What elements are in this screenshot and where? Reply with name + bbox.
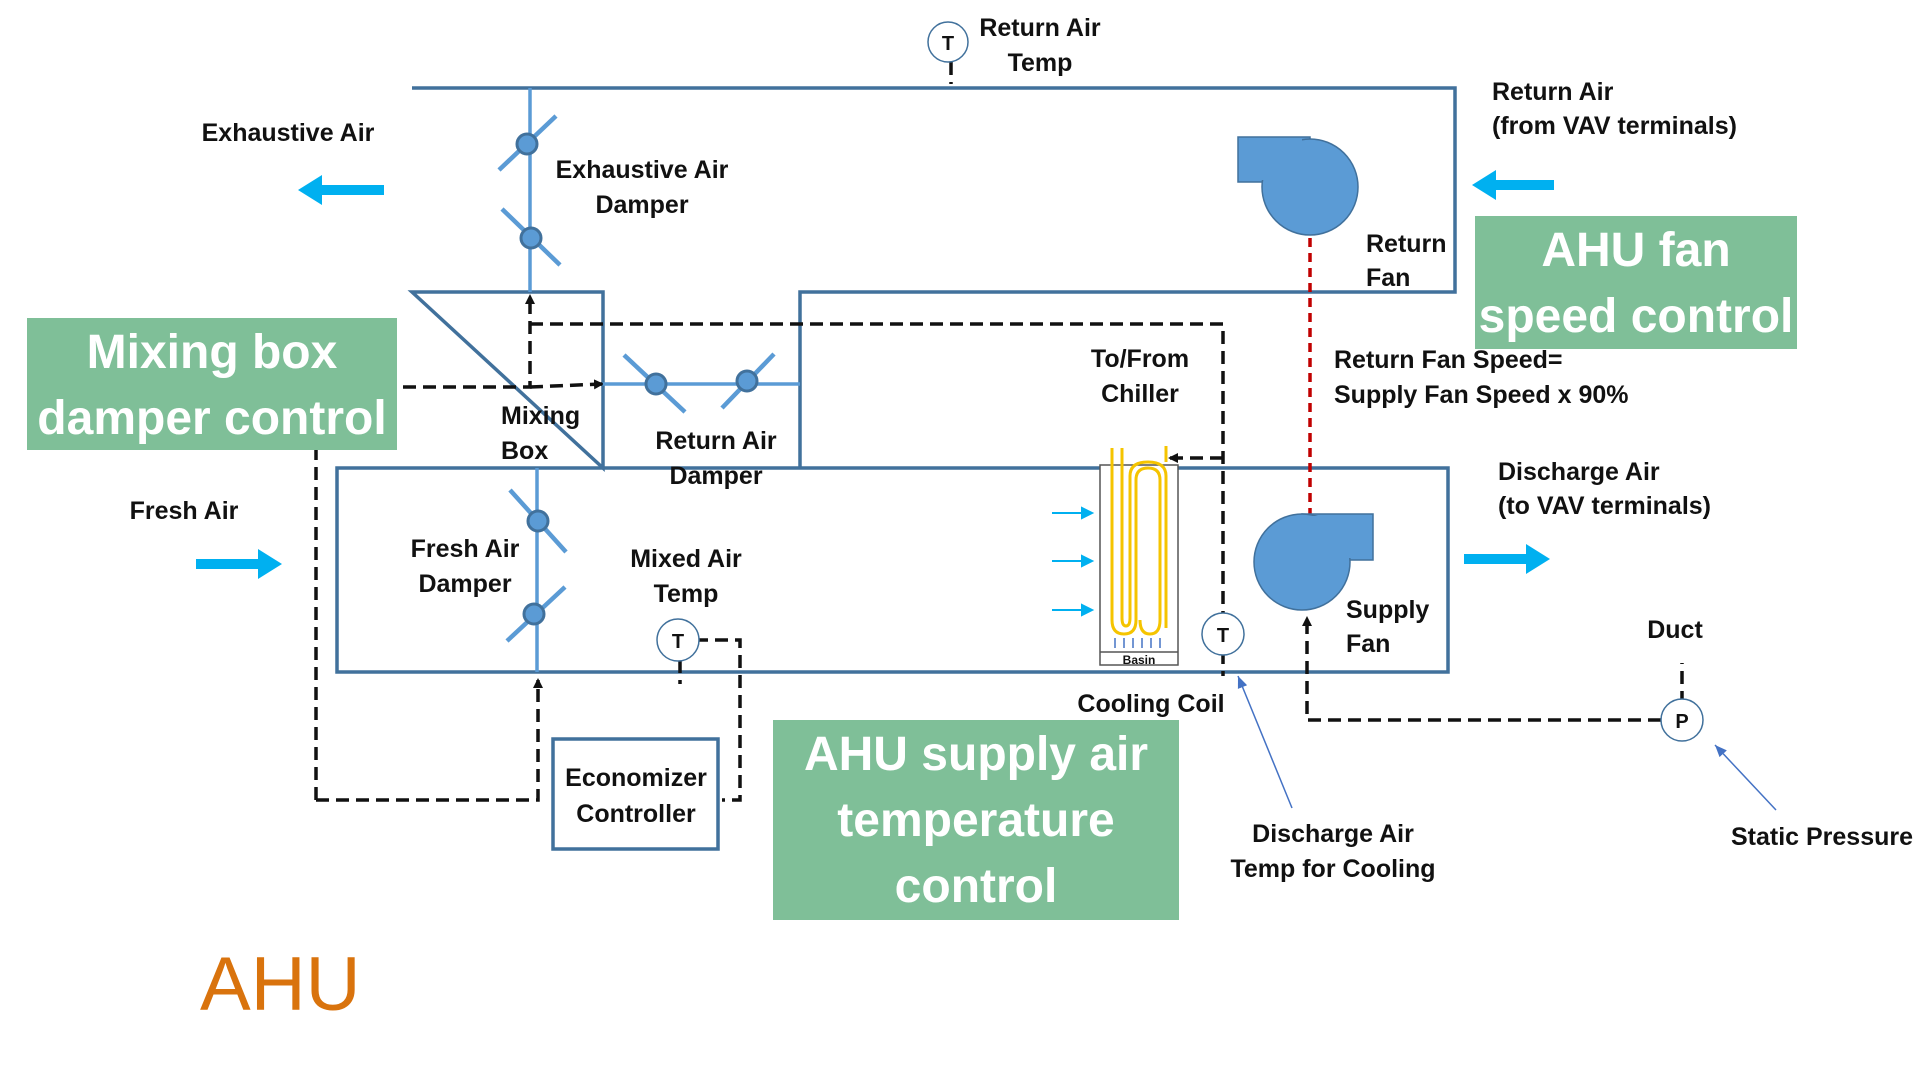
economizer-to-fresh-damper bbox=[316, 678, 543, 802]
callout-supply-temp: AHU supply air temperature control bbox=[773, 720, 1179, 920]
economizer-controller-box bbox=[551, 737, 720, 851]
supply-fan bbox=[1253, 513, 1374, 611]
exhaust-air-arrow bbox=[298, 175, 384, 205]
svg-text:Temp for Cooling: Temp for Cooling bbox=[1230, 855, 1435, 883]
return-air-arrow bbox=[1472, 170, 1554, 200]
exhaust-air-damper bbox=[497, 114, 562, 267]
static-pressure-sensor: P bbox=[1660, 698, 1704, 742]
svg-text:AHU supply air: AHU supply air bbox=[804, 728, 1148, 781]
fresh-air-arrow bbox=[196, 549, 282, 579]
mixing-to-return-damper-line bbox=[529, 379, 604, 390]
static-pressure-line bbox=[1302, 616, 1661, 722]
svg-text:T: T bbox=[1217, 625, 1229, 647]
svg-text:speed control: speed control bbox=[1479, 290, 1794, 343]
callout-mixing-box: Mixing box damper control bbox=[27, 318, 397, 450]
discharge-temp-pointer bbox=[1237, 675, 1293, 809]
svg-text:Damper: Damper bbox=[418, 570, 511, 598]
svg-text:(from VAV terminals): (from VAV terminals) bbox=[1492, 112, 1737, 140]
svg-text:Temp: Temp bbox=[1008, 49, 1073, 77]
mixing-control-line bbox=[314, 294, 535, 800]
return-air-temp-label: Return Air bbox=[979, 14, 1101, 42]
duct-label: Duct bbox=[1647, 616, 1703, 644]
svg-text:damper control: damper control bbox=[37, 392, 386, 445]
discharge-air-arrow bbox=[1464, 544, 1550, 574]
fresh-air-label: Fresh Air bbox=[130, 497, 239, 525]
fan-speed-rule-label: Return Fan Speed= bbox=[1334, 346, 1563, 374]
return-damper-label: Return Air bbox=[655, 427, 777, 455]
callout-fan-speed: AHU fan speed control bbox=[1475, 216, 1797, 349]
svg-text:T: T bbox=[672, 631, 684, 653]
cooling-coil: Basin bbox=[1099, 446, 1179, 667]
return-fan bbox=[1237, 136, 1359, 236]
fresh-air-damper bbox=[505, 488, 568, 643]
svg-text:Damper: Damper bbox=[669, 462, 762, 490]
svg-text:P: P bbox=[1675, 711, 1688, 733]
svg-text:AHU fan: AHU fan bbox=[1541, 224, 1730, 277]
svg-text:(to VAV terminals): (to VAV terminals) bbox=[1498, 492, 1711, 520]
svg-text:Supply Fan Speed x 90%: Supply Fan Speed x 90% bbox=[1334, 381, 1629, 409]
svg-text:Damper: Damper bbox=[595, 191, 688, 219]
cooling-coil-label: Cooling Coil bbox=[1077, 690, 1224, 718]
svg-text:T: T bbox=[942, 33, 954, 55]
airflow-arrows bbox=[196, 170, 1554, 579]
return-air-damper bbox=[622, 352, 776, 414]
svg-text:control: control bbox=[895, 860, 1058, 913]
static-pressure-pointer bbox=[1714, 744, 1777, 811]
return-fan-label: Return bbox=[1366, 230, 1447, 258]
svg-text:Mixing box: Mixing box bbox=[87, 326, 338, 379]
mixed-air-temp-label: Mixed Air bbox=[630, 545, 742, 573]
exhaust-damper-label: Exhaustive Air bbox=[556, 156, 729, 184]
svg-text:Controller: Controller bbox=[576, 800, 696, 828]
return-air-vav-label: Return Air bbox=[1492, 78, 1614, 106]
svg-text:Box: Box bbox=[501, 437, 548, 465]
return-air-temp-sensor: T bbox=[927, 21, 969, 63]
mixed-temp-to-economizer bbox=[695, 638, 742, 802]
static-pressure-label: Static Pressure bbox=[1731, 823, 1913, 851]
svg-text:Temp: Temp bbox=[654, 580, 719, 608]
svg-text:Fan: Fan bbox=[1366, 264, 1410, 292]
diagram-title: AHU bbox=[200, 942, 360, 1027]
mixed-air-temp-sensor: T bbox=[656, 618, 700, 662]
supply-fan-label: Supply bbox=[1346, 596, 1429, 624]
discharge-air-temp-sensor: T bbox=[1201, 612, 1245, 656]
svg-text:temperature: temperature bbox=[837, 794, 1114, 847]
coil-airflow-arrows bbox=[1052, 506, 1095, 617]
supply-duct bbox=[335, 466, 1450, 674]
basin-label: Basin bbox=[1123, 653, 1156, 667]
damper-shafts bbox=[528, 88, 800, 672]
chiller-control-line bbox=[530, 322, 1225, 676]
svg-text:Chiller: Chiller bbox=[1101, 380, 1179, 408]
discharge-air-label: Discharge Air bbox=[1498, 458, 1660, 486]
svg-text:Fan: Fan bbox=[1346, 630, 1390, 658]
economizer-label: Economizer bbox=[565, 764, 707, 792]
exhaust-air-label: Exhaustive Air bbox=[202, 119, 375, 147]
to-from-chiller-label: To/From bbox=[1091, 345, 1189, 373]
mixing-box-label: Mixing bbox=[501, 402, 580, 430]
fresh-damper-label: Fresh Air bbox=[411, 535, 520, 563]
control-lines bbox=[314, 62, 1684, 802]
discharge-temp-cooling-label: Discharge Air bbox=[1252, 820, 1414, 848]
